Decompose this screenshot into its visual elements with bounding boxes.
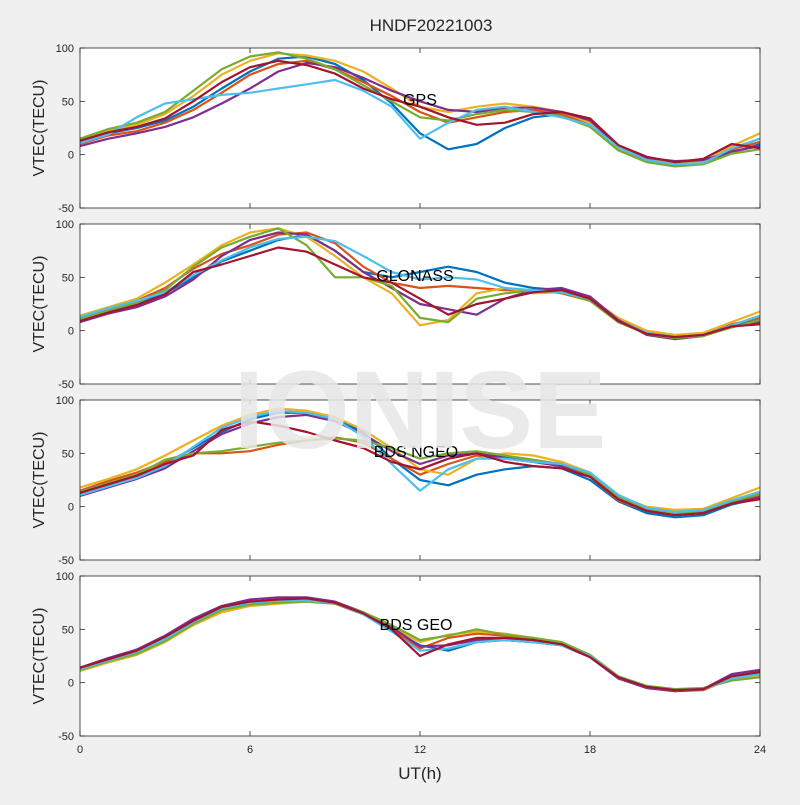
y-tick-label: 0	[68, 326, 74, 338]
panel-1: 100 50 0 -50 VTEC(TECU) GLONASS	[31, 219, 761, 391]
y-tick-label: 0	[68, 502, 74, 514]
series-group	[80, 51, 760, 168]
panel-2: 100 50 0 -50 VTEC(TECU) BDS NGEO	[31, 395, 761, 567]
series-line-7	[80, 420, 760, 517]
series-line-7	[80, 59, 760, 164]
series-line-3	[80, 227, 760, 336]
y-tick-label: 100	[56, 43, 74, 55]
y-axis-label: VTEC(TECU)	[31, 432, 48, 529]
x-tick-label: 6	[247, 744, 253, 756]
series-line-7	[80, 246, 760, 339]
watermark-text: IONISE	[234, 349, 607, 472]
y-tick-label: -50	[58, 731, 74, 743]
y-tick-label: 100	[56, 395, 74, 407]
series-line-7	[80, 597, 760, 692]
series-group	[80, 227, 760, 341]
panel-label: GPS	[403, 92, 437, 109]
panel-label: BDS GEO	[380, 617, 453, 634]
series-line-6	[80, 409, 760, 514]
y-axis-label: VTEC(TECU)	[31, 80, 48, 177]
series-line-6	[80, 78, 760, 166]
x-tick-label: 0	[77, 744, 83, 756]
panel-label: BDS NGEO	[374, 444, 458, 461]
series-line-5	[80, 51, 760, 168]
y-axis-label: VTEC(TECU)	[31, 608, 48, 705]
y-tick-label: 50	[62, 448, 74, 460]
y-tick-label: 0	[68, 150, 74, 162]
axes-background	[80, 48, 760, 208]
y-axis-label: VTEC(TECU)	[31, 256, 48, 353]
series-group	[80, 596, 760, 693]
y-tick-label: 100	[56, 571, 74, 583]
y-tick-label: -50	[58, 379, 74, 391]
y-tick-label: -50	[58, 555, 74, 567]
y-tick-label: 50	[62, 624, 74, 636]
chart-title: HNDF20221003	[370, 16, 493, 35]
y-tick-label: 50	[62, 272, 74, 284]
panel-label: GLONASS	[376, 268, 453, 285]
panel-0: 100 50 0 -50 VTEC(TECU) GPS	[31, 43, 761, 215]
y-tick-label: 100	[56, 219, 74, 231]
series-group	[80, 407, 760, 519]
y-tick-label: -50	[58, 203, 74, 215]
y-tick-label: 50	[62, 96, 74, 108]
x-axis-label: UT(h)	[398, 764, 441, 783]
x-tick-label: 24	[754, 744, 766, 756]
x-tick-label: 12	[414, 744, 426, 756]
y-tick-label: 0	[68, 678, 74, 690]
x-tick-label: 18	[584, 744, 596, 756]
